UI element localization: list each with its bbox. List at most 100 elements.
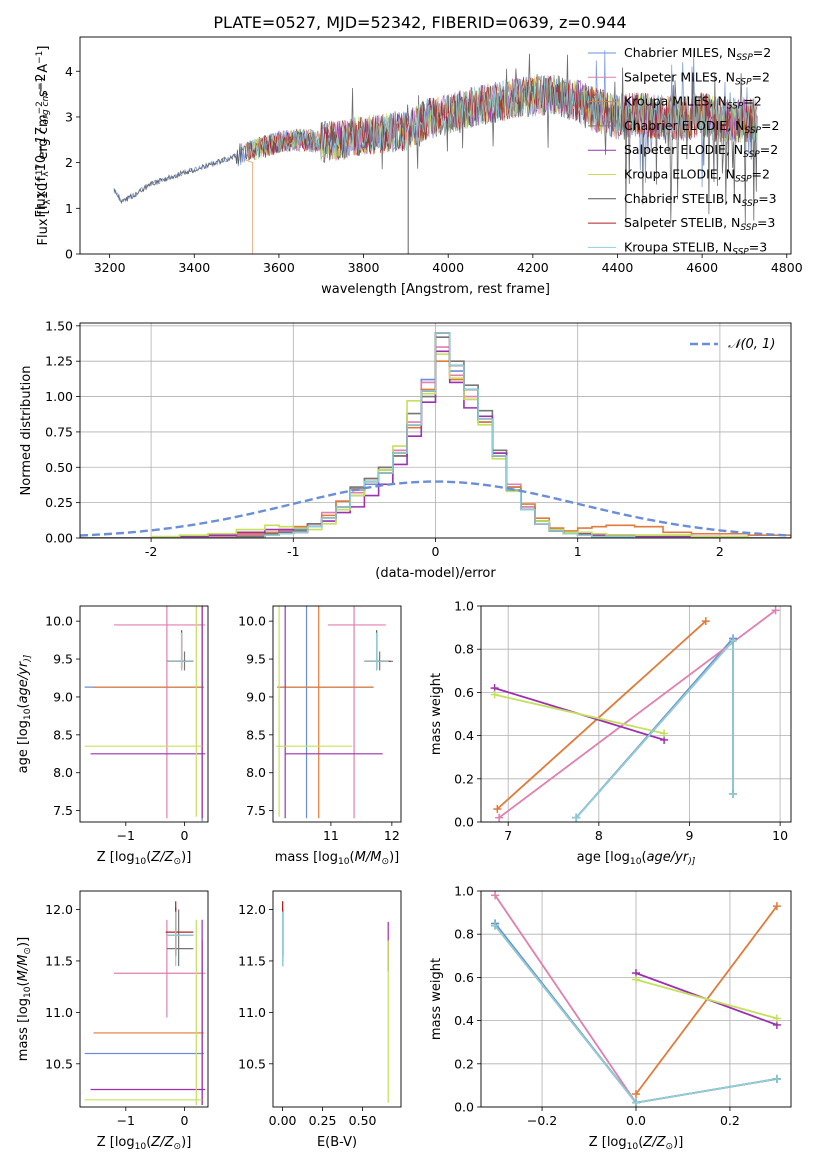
residuals-xlabel: (data-model)/error (375, 566, 496, 581)
mass_weight_vs_Z-marker (632, 1090, 640, 1099)
spectrum-legend-label: Kroupa MILES, NSSP=2 (624, 94, 762, 112)
mass_vs_Z-point-kroupa_stelib (166, 911, 194, 967)
age_vs_mass-point-chabrier_miles (277, 606, 374, 819)
mass_weight_vs_Z-ytick-label: 0.2 (454, 1056, 474, 1071)
mass_vs_ebv-ytick-label: 11.5 (238, 953, 266, 968)
residuals-series-salpeter_elodie (80, 350, 791, 538)
age_vs_mass-point-salpeter_miles (327, 606, 386, 819)
residuals-ytick-label: 0.50 (45, 460, 73, 475)
mass_vs_Z-point-kroupa_elodie (84, 919, 203, 1105)
age_vs_Z-point-kroupa_elodie (84, 606, 203, 817)
mass_weight_vs_age-plot-area (494, 609, 777, 819)
mass_vs_ebv-xlabel: E(B-V) (317, 1135, 357, 1150)
residuals-plot-area (80, 332, 791, 538)
age_vs_mass-point-salpeter_elodie (284, 606, 383, 819)
spectrum-xtick-label: 3600 (263, 260, 295, 275)
spectrum-ytick-label: 3 (65, 109, 73, 124)
mass_weight_vs_Z-xtick-label: 0.2 (720, 1113, 740, 1128)
mass_vs_ebv-axes: 0.00 0.25 0.50 10.5 11.0 11.5 12.0 E(B-V) (238, 890, 402, 1150)
mass_weight_vs_Z-ytick-label: 0.4 (454, 1013, 474, 1028)
spectrum-xtick-label: 3200 (94, 260, 126, 275)
spectrum-series-salpeter_stelib (249, 75, 758, 160)
age_vs_Z-point-kroupa_miles (93, 606, 204, 819)
spectrum-legend-entry: Kroupa ELODIE, NSSP=2 (588, 167, 770, 185)
age_vs_Z-xtick-label: 0 (181, 828, 189, 843)
residuals-xtick-label: 0 (432, 544, 440, 559)
residuals-ylabel: Normed distribution (19, 366, 34, 496)
spectrum-legend-label: Kroupa STELIB, NSSP=3 (624, 239, 767, 257)
spectrum-axes: 3200 3400 3600 3800 4000 4200 4400 4600 4800 0 1 2 3… (34, 36, 803, 297)
mass_weight_vs_age-marker (572, 813, 581, 822)
mass_vs_ebv-xtick-label: 0.25 (309, 1113, 337, 1128)
mass_weight_vs_age-xtick-label: 9 (686, 828, 694, 843)
spectrum-ylabel: Flux [fλ10−17 erg cm−2 s−1 A−1] (35, 46, 53, 246)
mass_weight_vs_Z-series-kroupa_miles (635, 905, 778, 1095)
mass_weight_vs_Z-ytick-label: 1.0 (454, 884, 474, 899)
mass_weight_vs_Z-series-salpeter_miles (494, 894, 637, 1104)
spectrum-ytick-label: 1 (65, 201, 73, 216)
mass_weight_vs_age-marker (660, 729, 669, 738)
mass_weight_vs_age-ytick-label: 0.2 (454, 771, 474, 786)
mass_vs_Z-xtick-label: 0 (181, 1113, 189, 1128)
residuals-ytick-label: 0.75 (45, 424, 73, 439)
mass_weight_vs_age-ytick-label: 0.4 (454, 728, 474, 743)
spectrum-legend-entry: Salpeter ELODIE, NSSP=2 (588, 142, 778, 160)
spectrum-legend-label: Chabrier STELIB, NSSP=3 (624, 191, 777, 209)
mass_vs_Z-ytick-label: 10.5 (45, 1056, 73, 1071)
spectrum-legend-label: Chabrier ELODIE, NSSP=2 (624, 118, 779, 136)
age_vs_mass-axes: 11 12 7.5 8.0 8.5 9.0 9.5 10.0 mass [log10(M/M⊙)… (238, 605, 402, 867)
mass_weight_vs_Z-marker (772, 1074, 781, 1083)
mass_weight_vs_Z-xlabel: Z [log10(Z/Z⊙)] (589, 1135, 684, 1152)
residuals-ytick-label: 1.25 (45, 354, 73, 369)
spectrum-legend-label: Salpeter ELODIE, NSSP=2 (624, 142, 778, 160)
spectrum-legend-entry: Kroupa STELIB, NSSP=3 (588, 239, 767, 257)
mass_vs_ebv-xtick-label: 0.00 (269, 1113, 297, 1128)
residuals-xtick-label: 1 (574, 544, 582, 559)
age_vs_mass-ytick-label: 9.5 (246, 652, 266, 667)
age_vs_Z-frame (79, 605, 209, 823)
residuals-ytick-label: 1.00 (45, 389, 73, 404)
age_vs_mass-point-salpeter_stelib (364, 632, 391, 671)
spectrum-xtick-label: 4400 (602, 260, 634, 275)
spectrum-legend-entry: Chabrier ELODIE, NSSP=2 (588, 118, 779, 136)
age_vs_mass-point-kroupa_stelib (364, 632, 389, 671)
age_vs_Z-ytick-label: 8.0 (53, 765, 73, 780)
spectrum-xtick-label: 4200 (517, 260, 549, 275)
spectrum-legend-entry: Chabrier STELIB, NSSP=3 (588, 191, 777, 209)
mass_weight_vs_Z-ytick-label: 0.8 (454, 927, 474, 942)
mass_weight_vs_Z-marker (491, 891, 500, 900)
age_vs_mass-ytick-label: 9.0 (246, 689, 266, 704)
age_vs_Z-plot-area (84, 606, 206, 822)
age_vs_mass-xtick-label: 11 (323, 828, 339, 843)
age_vs_Z-ytick-label: 7.5 (53, 803, 73, 818)
mass_weight_vs_age-marker (728, 636, 737, 645)
residuals-xtick-label: 2 (716, 544, 724, 559)
mass_weight_vs_age-marker (728, 789, 737, 798)
mass_weight_vs_age-marker (771, 606, 780, 615)
mass_vs_Z-point-chabrier_elodie (166, 909, 194, 967)
mass_vs_Z-ytick-label: 12.0 (45, 902, 73, 917)
residuals-ytick-label: 0.00 (45, 531, 73, 546)
mass_weight_vs_Z-xtick-label: 0.0 (626, 1113, 646, 1128)
spectrum-legend-label: Kroupa ELODIE, NSSP=2 (624, 167, 770, 185)
age_vs_Z-point-salpeter_miles (114, 606, 206, 819)
spectrum-frame (79, 36, 792, 255)
mass_weight_vs_age-xtick-label: 7 (504, 828, 512, 843)
mass_vs_Z-xtick-label: −1 (117, 1113, 135, 1128)
age_vs_mass-xlabel: mass [log10(M/M⊙)] (275, 850, 399, 867)
age_vs_mass-ytick-label: 8.0 (246, 765, 266, 780)
residuals-frame (79, 322, 792, 539)
mass_vs_ebv-plot-area (282, 901, 389, 1103)
mass_weight_vs_age-marker (701, 617, 710, 626)
age_vs_Z-ylabel: age [log10(age/yr)] (16, 654, 33, 773)
mass_vs_Z-point-salpeter_stelib (165, 901, 194, 956)
spectrum-ytick-label: 0 (65, 247, 73, 262)
mass_vs_Z-xlabel: Z [log10(Z/Z⊙)] (97, 1135, 192, 1152)
mass_weight_vs_age-marker (493, 805, 502, 814)
mass_weight_vs_Z-series-kroupa_elodie (635, 978, 778, 1020)
mass_weight_vs_age-xtick-label: 8 (595, 828, 603, 843)
spectrum-legend-label: Salpeter STELIB, NSSP=3 (624, 215, 775, 233)
residuals-ytick-label: 0.25 (45, 495, 73, 510)
mass_vs_ebv-xtick-label: 0.50 (349, 1113, 377, 1128)
residuals-normal-curve (80, 480, 791, 537)
